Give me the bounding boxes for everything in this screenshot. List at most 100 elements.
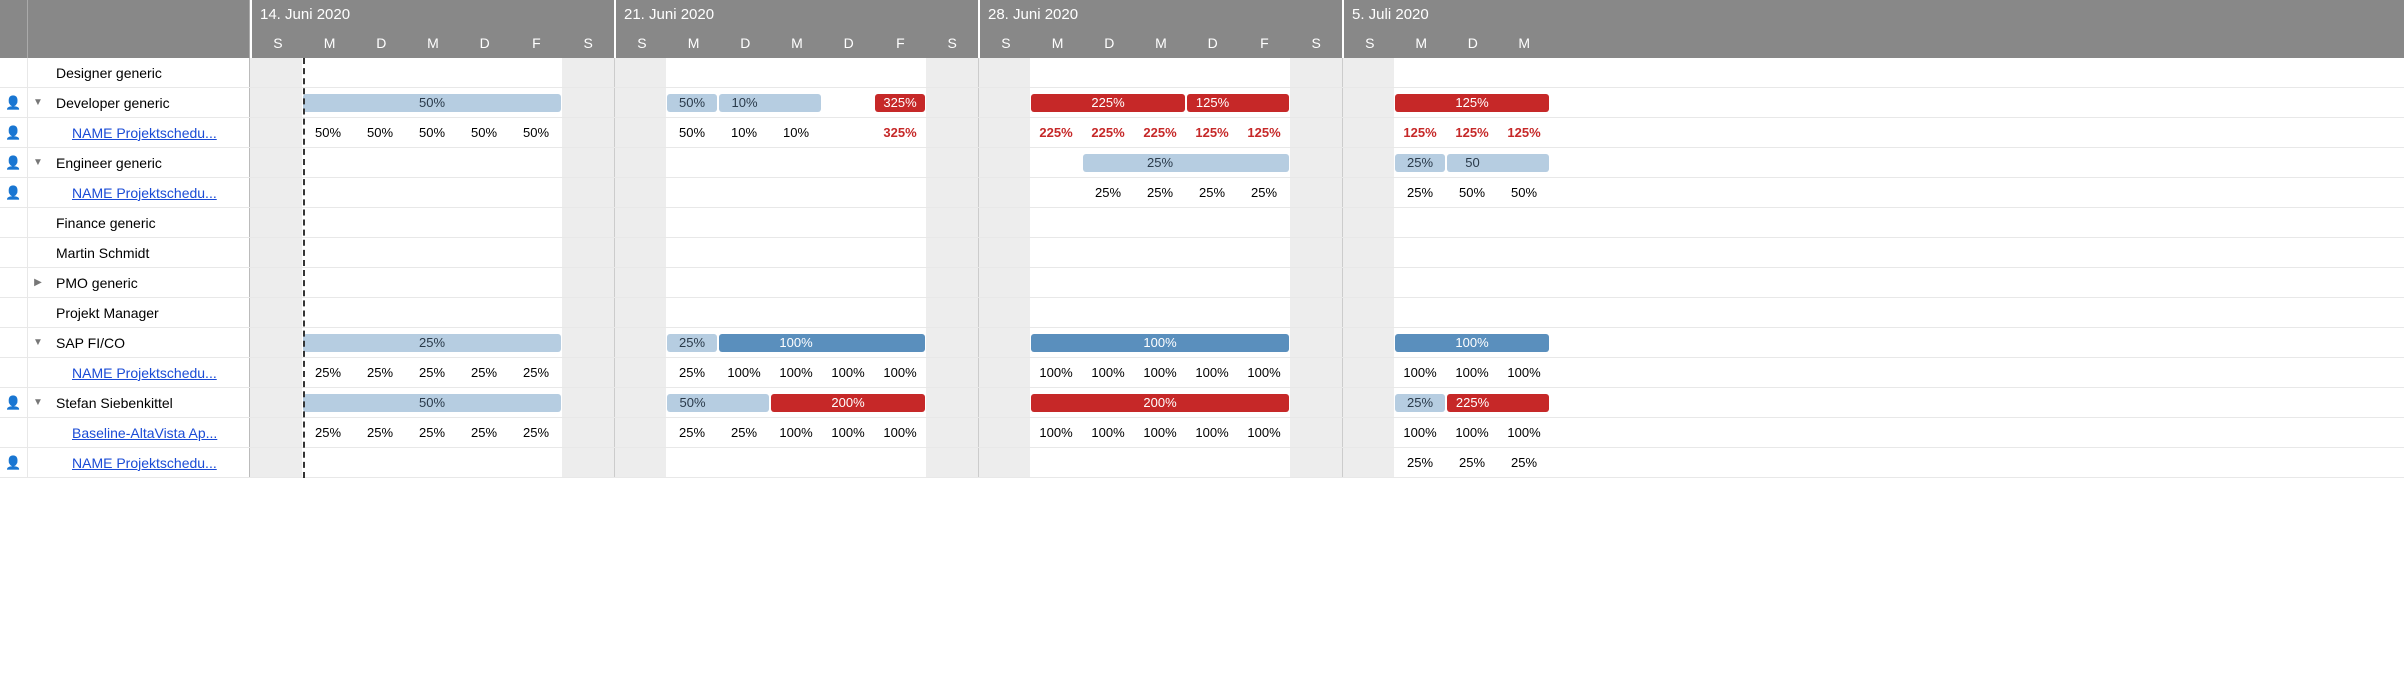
allocation-bar[interactable]: [1031, 394, 1082, 412]
day-cell: [1186, 298, 1238, 327]
resource-name[interactable]: Baseline-AltaVista Ap...: [48, 425, 249, 441]
allocation-bar[interactable]: [1186, 334, 1238, 352]
allocation-bar[interactable]: 325%: [875, 94, 925, 112]
allocation-bar[interactable]: [1082, 334, 1134, 352]
day-cell: [1342, 448, 1394, 477]
day-cell: [1186, 448, 1238, 477]
allocation-bar[interactable]: [1395, 334, 1446, 352]
allocation-bar[interactable]: 25%: [1134, 154, 1186, 172]
day-header: S: [1290, 28, 1342, 58]
allocation-bar[interactable]: 100%: [770, 334, 822, 352]
day-header: D: [1083, 28, 1135, 58]
expand-toggle[interactable]: ▼: [28, 88, 48, 117]
day-cell: [302, 208, 354, 237]
allocation-bar[interactable]: [1186, 154, 1238, 172]
allocation-value: 125%: [1247, 125, 1280, 140]
allocation-bar[interactable]: [1031, 334, 1082, 352]
allocation-bar[interactable]: [458, 334, 510, 352]
allocation-bar[interactable]: [303, 94, 354, 112]
allocation-bar[interactable]: 225%: [1082, 94, 1134, 112]
day-header: S: [252, 28, 304, 58]
allocation-bar[interactable]: [1498, 94, 1549, 112]
expand-toggle[interactable]: ▼: [28, 328, 48, 357]
day-cell: [1186, 208, 1238, 237]
allocation-bar[interactable]: [1238, 94, 1289, 112]
resource-name[interactable]: NAME Projektschedu...: [48, 365, 249, 381]
allocation-value: 50%: [1459, 185, 1485, 200]
allocation-bar[interactable]: 200%: [1134, 394, 1186, 412]
day-cell: [718, 208, 770, 237]
resource-name[interactable]: NAME Projektschedu...: [48, 185, 249, 201]
allocation-bar[interactable]: 100%: [1446, 334, 1498, 352]
day-cell: [1082, 238, 1134, 267]
allocation-bar[interactable]: 100%: [1134, 334, 1186, 352]
day-cell: [302, 448, 354, 477]
allocation-bar[interactable]: 125%: [1446, 94, 1498, 112]
day-cell: [718, 148, 770, 177]
allocation-bar[interactable]: 50%: [406, 94, 458, 112]
allocation-bar[interactable]: [354, 94, 406, 112]
allocation-bar[interactable]: [458, 394, 510, 412]
allocation-bar[interactable]: [874, 334, 925, 352]
allocation-bar[interactable]: [1082, 394, 1134, 412]
allocation-bar[interactable]: [770, 94, 821, 112]
day-cell: 100%: [1498, 418, 1550, 447]
allocation-value: 25%: [471, 425, 497, 440]
allocation-bar[interactable]: [1498, 334, 1549, 352]
allocation-bar[interactable]: [303, 394, 354, 412]
allocation-bar[interactable]: [510, 394, 561, 412]
allocation-bar[interactable]: 125%: [1187, 94, 1238, 112]
allocation-bar[interactable]: 50: [1447, 154, 1498, 172]
allocation-bar[interactable]: 50%: [667, 94, 717, 112]
day-cell: [1134, 298, 1186, 327]
allocation-bar[interactable]: [1238, 154, 1289, 172]
overload-icon: 👤: [0, 388, 28, 417]
day-cell: 125%: [1394, 118, 1446, 147]
allocation-bar[interactable]: [1238, 334, 1289, 352]
day-cell: [978, 58, 1030, 87]
day-cell: [1082, 268, 1134, 297]
allocation-bar[interactable]: 225%: [1447, 394, 1498, 412]
resource-name[interactable]: NAME Projektschedu...: [48, 455, 249, 471]
allocation-bar[interactable]: [510, 334, 561, 352]
allocation-bar[interactable]: [1498, 394, 1549, 412]
day-cell: [718, 58, 770, 87]
day-cell: 50%: [1446, 178, 1498, 207]
allocation-bar[interactable]: 25%: [667, 334, 717, 352]
allocation-bar[interactable]: [719, 334, 770, 352]
allocation-bar[interactable]: [874, 394, 925, 412]
resource-name[interactable]: NAME Projektschedu...: [48, 125, 249, 141]
day-cell: 50%: [666, 88, 718, 117]
allocation-bar[interactable]: [1395, 94, 1446, 112]
allocation-bar[interactable]: 200%: [822, 394, 874, 412]
allocation-bar[interactable]: 25%: [1395, 154, 1445, 172]
allocation-bar[interactable]: [1186, 394, 1238, 412]
allocation-bar[interactable]: [354, 394, 406, 412]
allocation-bar[interactable]: [1031, 94, 1082, 112]
expand-toggle[interactable]: ▶: [28, 268, 48, 297]
day-cell: [302, 388, 354, 417]
allocation-value: 100%: [779, 425, 812, 440]
allocation-bar[interactable]: [1083, 154, 1134, 172]
allocation-bar[interactable]: [1238, 394, 1289, 412]
allocation-bar[interactable]: [771, 394, 822, 412]
allocation-bar[interactable]: [510, 94, 561, 112]
overload-icon: [0, 238, 28, 267]
allocation-bar[interactable]: [1134, 94, 1185, 112]
allocation-bar[interactable]: 10%: [719, 94, 770, 112]
allocation-bar[interactable]: [1498, 154, 1549, 172]
expand-toggle[interactable]: ▼: [28, 388, 48, 417]
allocation-bar[interactable]: [354, 334, 406, 352]
allocation-bar[interactable]: [303, 334, 354, 352]
allocation-bar[interactable]: 25%: [1395, 394, 1445, 412]
day-cell: 100%: [1134, 358, 1186, 387]
allocation-bar[interactable]: 50%: [406, 394, 458, 412]
allocation-bar[interactable]: 50%: [667, 394, 718, 412]
allocation-bar[interactable]: 25%: [406, 334, 458, 352]
allocation-bar[interactable]: [718, 394, 769, 412]
allocation-bar[interactable]: [822, 334, 874, 352]
allocation-bar[interactable]: [458, 94, 510, 112]
expand-toggle[interactable]: ▼: [28, 148, 48, 177]
day-cell: [1082, 388, 1134, 417]
overload-icon: [0, 358, 28, 387]
